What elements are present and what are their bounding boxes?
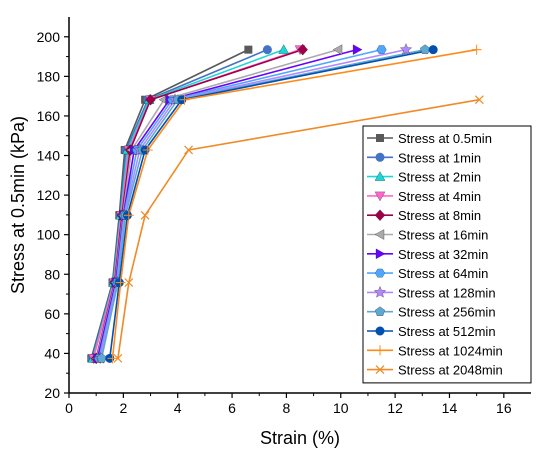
legend-marker-10: [375, 326, 385, 336]
data-point-11-4: [179, 94, 190, 105]
series-line-6: [96, 48, 358, 359]
legend-label-0: Stress at 0.5min: [398, 131, 492, 146]
y-tick-label: 160: [37, 108, 61, 124]
legend-marker-5: [374, 229, 385, 240]
data-point-9-0: [96, 353, 107, 363]
y-tick-label: 200: [37, 29, 61, 45]
y-tick-label: 60: [44, 306, 60, 322]
y-tick-label: 80: [44, 266, 60, 282]
series-line-10: [108, 48, 434, 359]
legend-label-1: Stress at 1min: [398, 150, 481, 165]
legend-marker-1: [375, 152, 385, 162]
legend-marker-4: [374, 209, 386, 221]
legend-label-10: Stress at 512min: [398, 324, 496, 339]
legend-marker-9: [375, 306, 385, 316]
x-tick-label: 2: [119, 400, 127, 416]
legend-label-8: Stress at 128min: [398, 285, 496, 300]
legend-marker-11: [375, 345, 385, 356]
y-tick-label: 140: [37, 148, 61, 164]
legend-marker-2: [374, 171, 386, 181]
data-point-6-5: [352, 44, 363, 55]
x-tick-label: 0: [65, 400, 73, 416]
data-point-10-5: [428, 45, 438, 55]
y-tick-label: 100: [37, 227, 61, 243]
legend-marker-0: [376, 134, 384, 142]
data-point-5-5: [332, 44, 343, 55]
data-point-4-5: [297, 43, 308, 56]
legend-label-11: Stress at 1024min: [398, 343, 503, 358]
series-markers: [87, 43, 484, 365]
y-tick-label: 120: [37, 187, 61, 203]
legend-marker-3: [374, 191, 386, 202]
data-point-0-5: [244, 45, 253, 54]
data-point-1-5: [262, 45, 272, 55]
legend-label-12: Stress at 2048min: [398, 363, 503, 378]
axes: 0 2 4 6 8 10 12 14 16 20 40 60 80 100 120 140 160 180 200: [37, 17, 531, 416]
data-point-12-1: [124, 278, 134, 287]
series-line-11: [111, 48, 477, 359]
data-point-11-5: [471, 44, 482, 55]
x-tick-label: 12: [387, 400, 403, 416]
x-axis-title: Strain (%): [260, 428, 340, 448]
data-point-12-4: [474, 95, 484, 105]
x-tick-label: 14: [442, 400, 458, 416]
legend-label-2: Stress at 2min: [398, 170, 481, 185]
legend-label-7: Stress at 64min: [398, 266, 488, 281]
legend-label-5: Stress at 16min: [398, 228, 488, 243]
legend-marker-7: [375, 268, 385, 278]
x-tick-label: 8: [283, 400, 291, 416]
x-tick-label: 10: [333, 400, 349, 416]
x-tick-label: 4: [174, 400, 182, 416]
legend-label-6: Stress at 32min: [398, 247, 488, 262]
legend-label-3: Stress at 4min: [398, 189, 481, 204]
data-point-8-5: [399, 43, 413, 55]
data-point-12-0: [113, 353, 123, 363]
x-tick-label: 16: [496, 400, 512, 416]
legend-label-4: Stress at 8min: [398, 208, 481, 223]
data-point-11-1: [115, 277, 126, 288]
data-point-4-4: [145, 93, 156, 106]
data-point-11-3: [142, 144, 153, 155]
data-point-7-5: [376, 45, 387, 54]
data-point-9-5: [420, 44, 430, 54]
y-tick-label: 40: [44, 345, 60, 361]
data-point-11-0: [107, 353, 118, 364]
data-point-12-2: [140, 210, 150, 220]
legend-marker-8: [373, 286, 387, 298]
data-point-2-5: [278, 44, 289, 54]
data-point-11-2: [123, 210, 134, 221]
series-line-9: [100, 48, 426, 359]
x-tick-label: 6: [228, 400, 236, 416]
series-line-7: [98, 48, 382, 359]
y-tick-label: 20: [44, 385, 60, 401]
series-line-5: [95, 48, 339, 359]
legend: Stress at 0.5min Stress at 1min Stress at …: [362, 125, 532, 384]
y-tick-label: 180: [37, 68, 61, 84]
legend-label-9: Stress at 256min: [398, 305, 496, 320]
legend-marker-6: [375, 248, 386, 260]
data-point-12-3: [184, 145, 194, 155]
legend-marker-12: [375, 365, 385, 375]
y-axis-title: Stress at 0.5min (kPa): [8, 116, 28, 294]
